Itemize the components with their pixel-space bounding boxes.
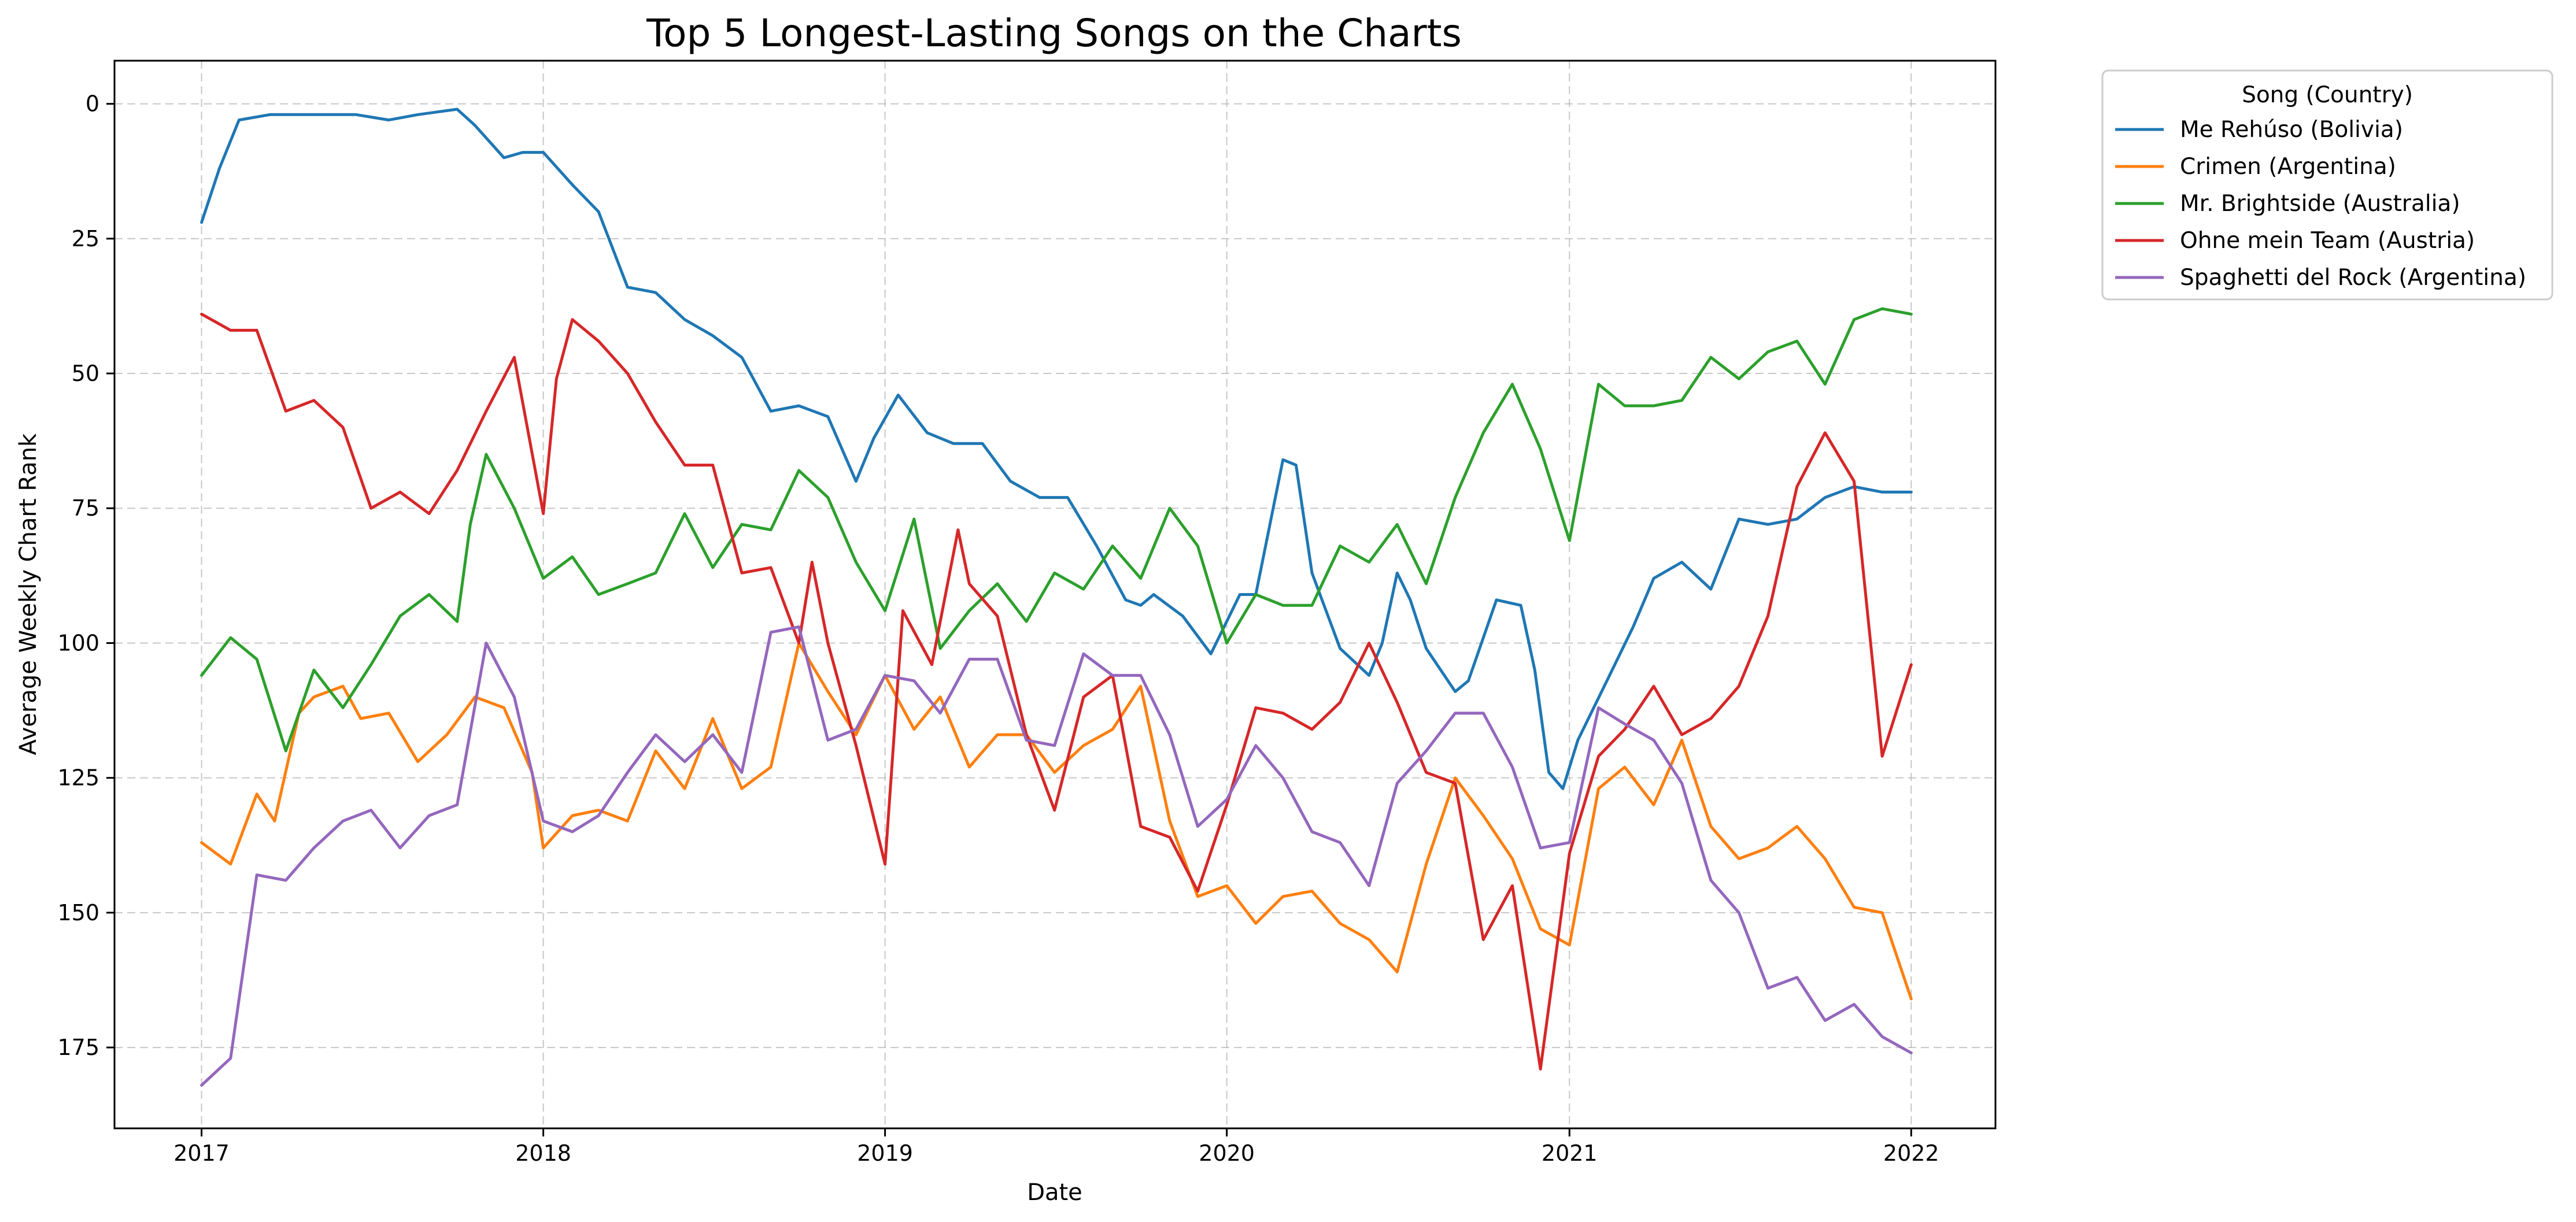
legend: Song (Country) Me Rehúso (Bolivia) Crimen… <box>2101 69 2553 301</box>
y-tick-label: 175 <box>57 1035 99 1060</box>
x-tick-label: 2017 <box>173 1140 230 1166</box>
y-tick-label: 125 <box>57 765 99 791</box>
legend-items: Me Rehúso (Bolivia) Crimen (Argentina) Mr.… <box>2115 117 2526 291</box>
axis-ticks: 2017 2018 2019 2020 2021 2022 0 25 50 75 100 125 150… <box>57 91 1939 1166</box>
x-tick-label: 2018 <box>515 1140 571 1166</box>
legend-entry-label: Me Rehúso (Bolivia) <box>2180 117 2403 143</box>
legend-title: Song (Country) <box>2242 82 2413 108</box>
plot-frame <box>113 60 1997 1130</box>
y-axis-label: Average Weekly Chart Rank <box>15 433 42 755</box>
x-tick-label: 2019 <box>857 1140 913 1166</box>
y-tick-label: 150 <box>57 900 99 925</box>
x-axis-label: Date <box>1027 1179 1082 1206</box>
legend-box <box>2101 69 2553 301</box>
y-tick-label: 25 <box>72 226 99 251</box>
chart-title: Top 5 Longest-Lasting Songs on the Chart… <box>646 11 1462 55</box>
series-line <box>200 108 1913 790</box>
legend-entry-label: Ohne mein Team (Austria) <box>2180 228 2475 254</box>
series-lines <box>200 108 1913 1087</box>
legend-entry-label: Mr. Brightside (Australia) <box>2180 191 2460 217</box>
x-tick-label: 2021 <box>1542 1140 1598 1166</box>
grid-lines <box>114 61 1995 1128</box>
y-tick-label: 0 <box>86 91 99 117</box>
x-tick-label: 2022 <box>1883 1140 1939 1166</box>
series-line <box>200 312 1913 1071</box>
series-line <box>200 625 1913 1087</box>
legend-entry-label: Spaghetti del Rock (Argentina) <box>2180 265 2526 291</box>
y-tick-label: 50 <box>72 361 99 386</box>
x-tick-label: 2020 <box>1199 1140 1255 1166</box>
legend-entry-label: Crimen (Argentina) <box>2180 154 2396 180</box>
y-tick-label: 100 <box>57 630 99 656</box>
series-line <box>200 307 1913 753</box>
y-tick-label: 75 <box>72 495 99 521</box>
